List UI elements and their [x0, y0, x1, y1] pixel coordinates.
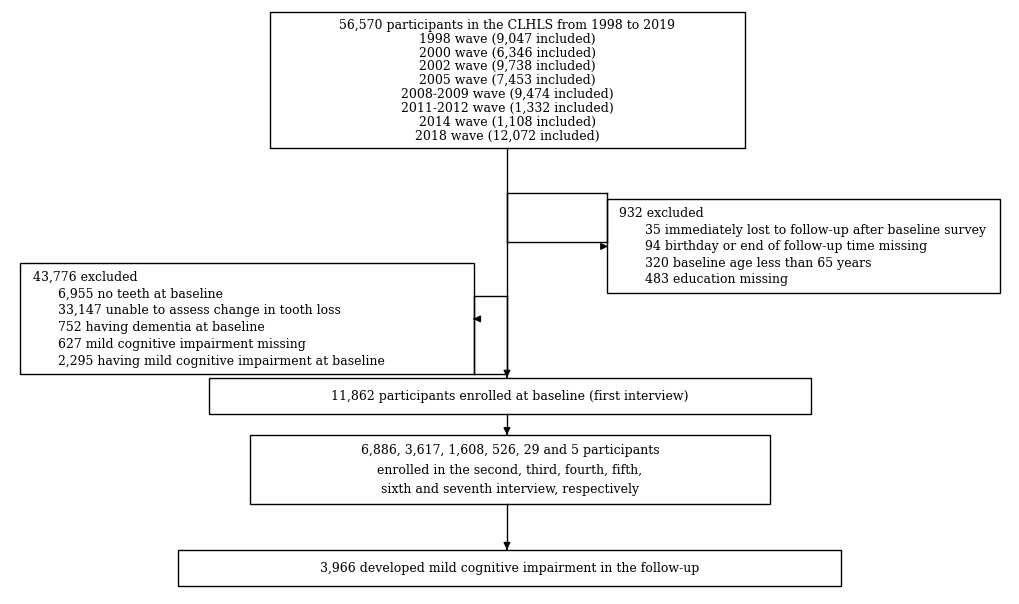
Text: 2018 wave (12,072 included): 2018 wave (12,072 included)	[415, 130, 599, 143]
Text: 2008-2009 wave (9,474 included): 2008-2009 wave (9,474 included)	[400, 88, 613, 101]
FancyBboxPatch shape	[20, 263, 474, 374]
Text: 2014 wave (1,108 included): 2014 wave (1,108 included)	[419, 116, 595, 129]
FancyBboxPatch shape	[209, 378, 810, 414]
Text: sixth and seventh interview, respectively: sixth and seventh interview, respectivel…	[380, 483, 639, 496]
Text: 483 education missing: 483 education missing	[644, 274, 787, 286]
Text: 627 mild cognitive impairment missing: 627 mild cognitive impairment missing	[58, 338, 306, 351]
Text: 35 immediately lost to follow-up after baseline survey: 35 immediately lost to follow-up after b…	[644, 223, 984, 237]
Text: 1998 wave (9,047 included): 1998 wave (9,047 included)	[419, 33, 595, 45]
Text: enrolled in the second, third, fourth, fifth,: enrolled in the second, third, fourth, f…	[377, 464, 642, 477]
FancyBboxPatch shape	[178, 550, 841, 586]
Text: 33,147 unable to assess change in tooth loss: 33,147 unable to assess change in tooth …	[58, 304, 340, 317]
Text: 2011-2012 wave (1,332 included): 2011-2012 wave (1,332 included)	[400, 102, 613, 115]
FancyBboxPatch shape	[606, 199, 999, 293]
Text: 2005 wave (7,453 included): 2005 wave (7,453 included)	[419, 74, 595, 87]
Text: 3,966 developed mild cognitive impairment in the follow-up: 3,966 developed mild cognitive impairmen…	[320, 562, 699, 575]
Text: 752 having dementia at baseline: 752 having dementia at baseline	[58, 321, 265, 334]
Text: 56,570 participants in the CLHLS from 1998 to 2019: 56,570 participants in the CLHLS from 19…	[339, 19, 675, 31]
Text: 320 baseline age less than 65 years: 320 baseline age less than 65 years	[644, 257, 870, 270]
Text: 43,776 excluded: 43,776 excluded	[33, 271, 138, 284]
FancyBboxPatch shape	[270, 12, 744, 148]
Text: 94 birthday or end of follow-up time missing: 94 birthday or end of follow-up time mis…	[644, 240, 926, 253]
FancyBboxPatch shape	[250, 435, 769, 504]
Text: 2,295 having mild cognitive impairment at baseline: 2,295 having mild cognitive impairment a…	[58, 355, 384, 368]
Text: 11,862 participants enrolled at baseline (first interview): 11,862 participants enrolled at baseline…	[331, 390, 688, 403]
Text: 6,955 no teeth at baseline: 6,955 no teeth at baseline	[58, 288, 223, 301]
Text: 2000 wave (6,346 included): 2000 wave (6,346 included)	[419, 47, 595, 59]
Text: 2002 wave (9,738 included): 2002 wave (9,738 included)	[419, 60, 595, 73]
Text: 6,886, 3,617, 1,608, 526, 29 and 5 participants: 6,886, 3,617, 1,608, 526, 29 and 5 parti…	[361, 444, 658, 457]
Text: 932 excluded: 932 excluded	[619, 207, 703, 220]
